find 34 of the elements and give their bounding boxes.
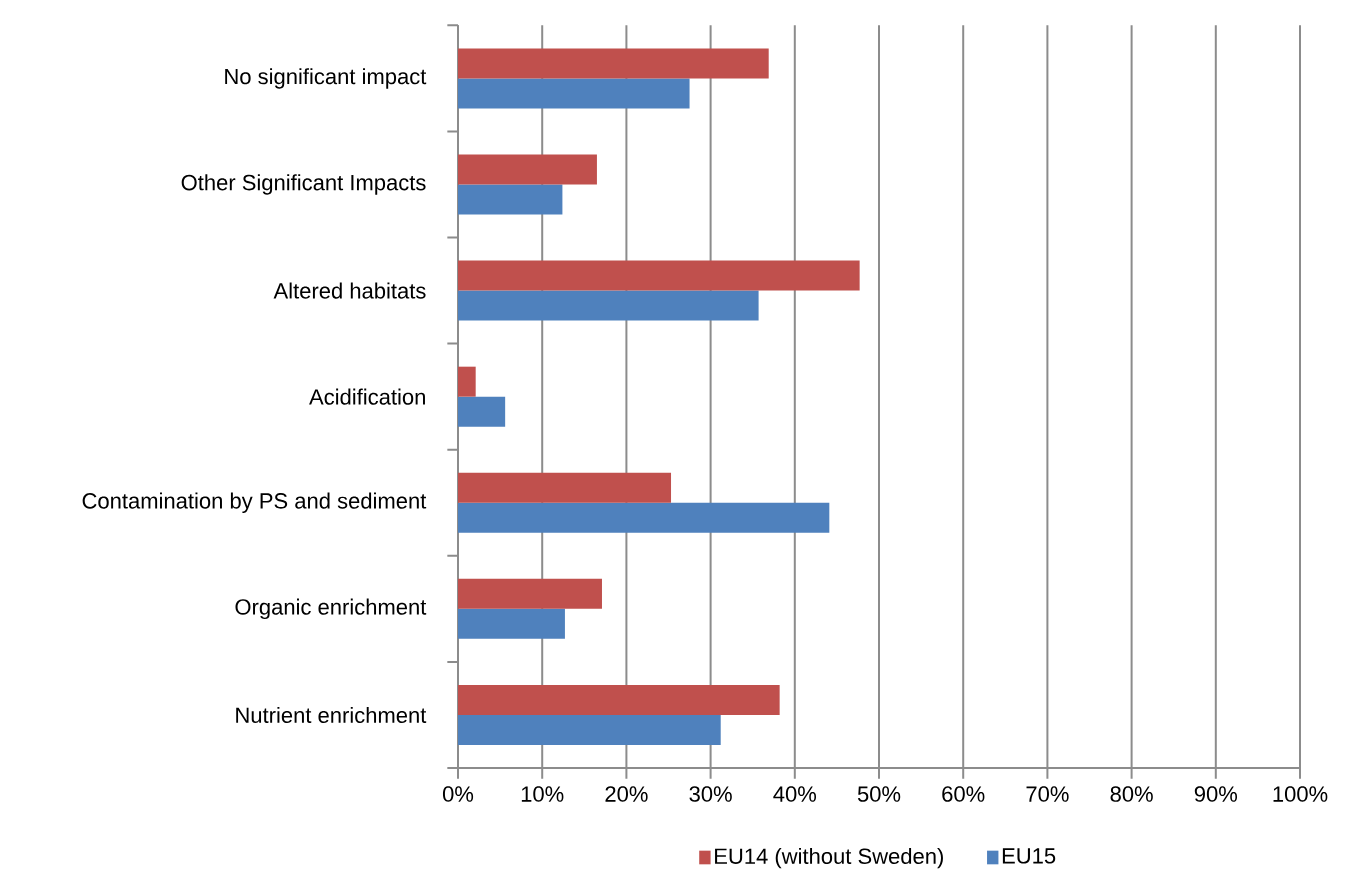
bar	[458, 260, 860, 291]
bar	[458, 578, 602, 609]
bar	[458, 290, 759, 321]
bar	[458, 714, 721, 745]
x-tick-label: 70%	[1026, 786, 1069, 802]
legend-label: EU14 (without Sweden)	[715, 847, 943, 869]
bar	[458, 472, 672, 503]
bar	[458, 684, 780, 715]
bar	[458, 154, 597, 185]
x-tick-label: 80%	[1110, 786, 1153, 802]
bar	[458, 48, 769, 79]
x-tick-label: 30%	[689, 786, 732, 802]
y-tick-label: Contamination by PS and sediment	[82, 492, 427, 514]
x-tick-label: 0%	[442, 786, 474, 802]
y-tick-label: Altered habitats	[273, 282, 426, 299]
y-tick-label: Nutrient enrichment	[236, 706, 427, 724]
x-tick-label: 10%	[521, 786, 564, 802]
y-tick-label: No significant impact	[225, 68, 427, 89]
x-tick-label: 100%	[1273, 786, 1328, 802]
x-tick-label: 60%	[942, 786, 985, 802]
bar	[458, 396, 506, 427]
y-tick-label: Other Significant Impacts	[181, 174, 426, 195]
bar	[458, 366, 476, 397]
bar	[458, 502, 830, 533]
y-tick-label: Organic enrichment	[235, 598, 427, 620]
x-tick-label: 90%	[1194, 786, 1238, 802]
legend-label: EU15	[1002, 848, 1056, 864]
x-tick-label: 20%	[605, 786, 648, 802]
x-tick-label: 50%	[857, 786, 901, 802]
x-tick-label: 40%	[773, 786, 817, 802]
bar	[458, 184, 563, 215]
bar	[458, 78, 690, 109]
bar	[458, 608, 565, 639]
y-tick-label: Acidification	[309, 388, 425, 405]
